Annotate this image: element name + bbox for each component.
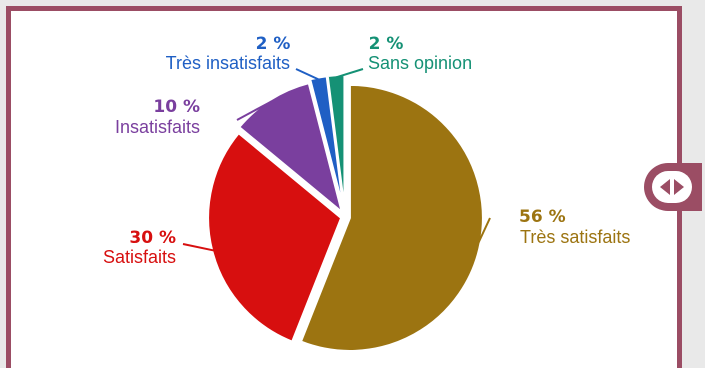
label-tres-insatisfaits: Très insatisfaits: [166, 53, 290, 73]
leader-line-tres-satisfaits: [477, 217, 491, 243]
label-sans-opinion: Sans opinion: [368, 53, 472, 73]
label-satisfaits: Satisfaits: [103, 247, 176, 267]
pie-slice-insatisfaits: [237, 81, 344, 215]
pie-slices: [207, 74, 484, 352]
pie-slice-tres-satisfaits: [299, 83, 484, 352]
pct-label-insatisfaits: 10 %: [153, 97, 200, 117]
pct-label-tres-satisfaits: 56 %: [519, 207, 566, 227]
leader-line-sans-opinion: [335, 68, 364, 79]
leader-line-tres-insatisfaits: [295, 68, 320, 81]
leader-line-satisfaits: [182, 243, 215, 252]
label-insatisfaits: Insatisfaits: [115, 117, 200, 137]
pct-label-satisfaits: 30 %: [129, 228, 176, 248]
pie-slice-tres-insatisfaits: [309, 75, 345, 209]
leader-line-insatisfaits: [236, 100, 273, 121]
label-tres-satisfaits: Très satisfaits: [520, 227, 630, 247]
pct-label-tres-insatisfaits: 2 %: [256, 34, 291, 54]
left-right-arrows-icon: [660, 179, 684, 195]
leader-lines: [182, 68, 491, 252]
toggle-inner: [652, 171, 692, 203]
pct-label-sans-opinion: 2 %: [369, 34, 404, 54]
side-toggle-button[interactable]: [644, 163, 702, 211]
